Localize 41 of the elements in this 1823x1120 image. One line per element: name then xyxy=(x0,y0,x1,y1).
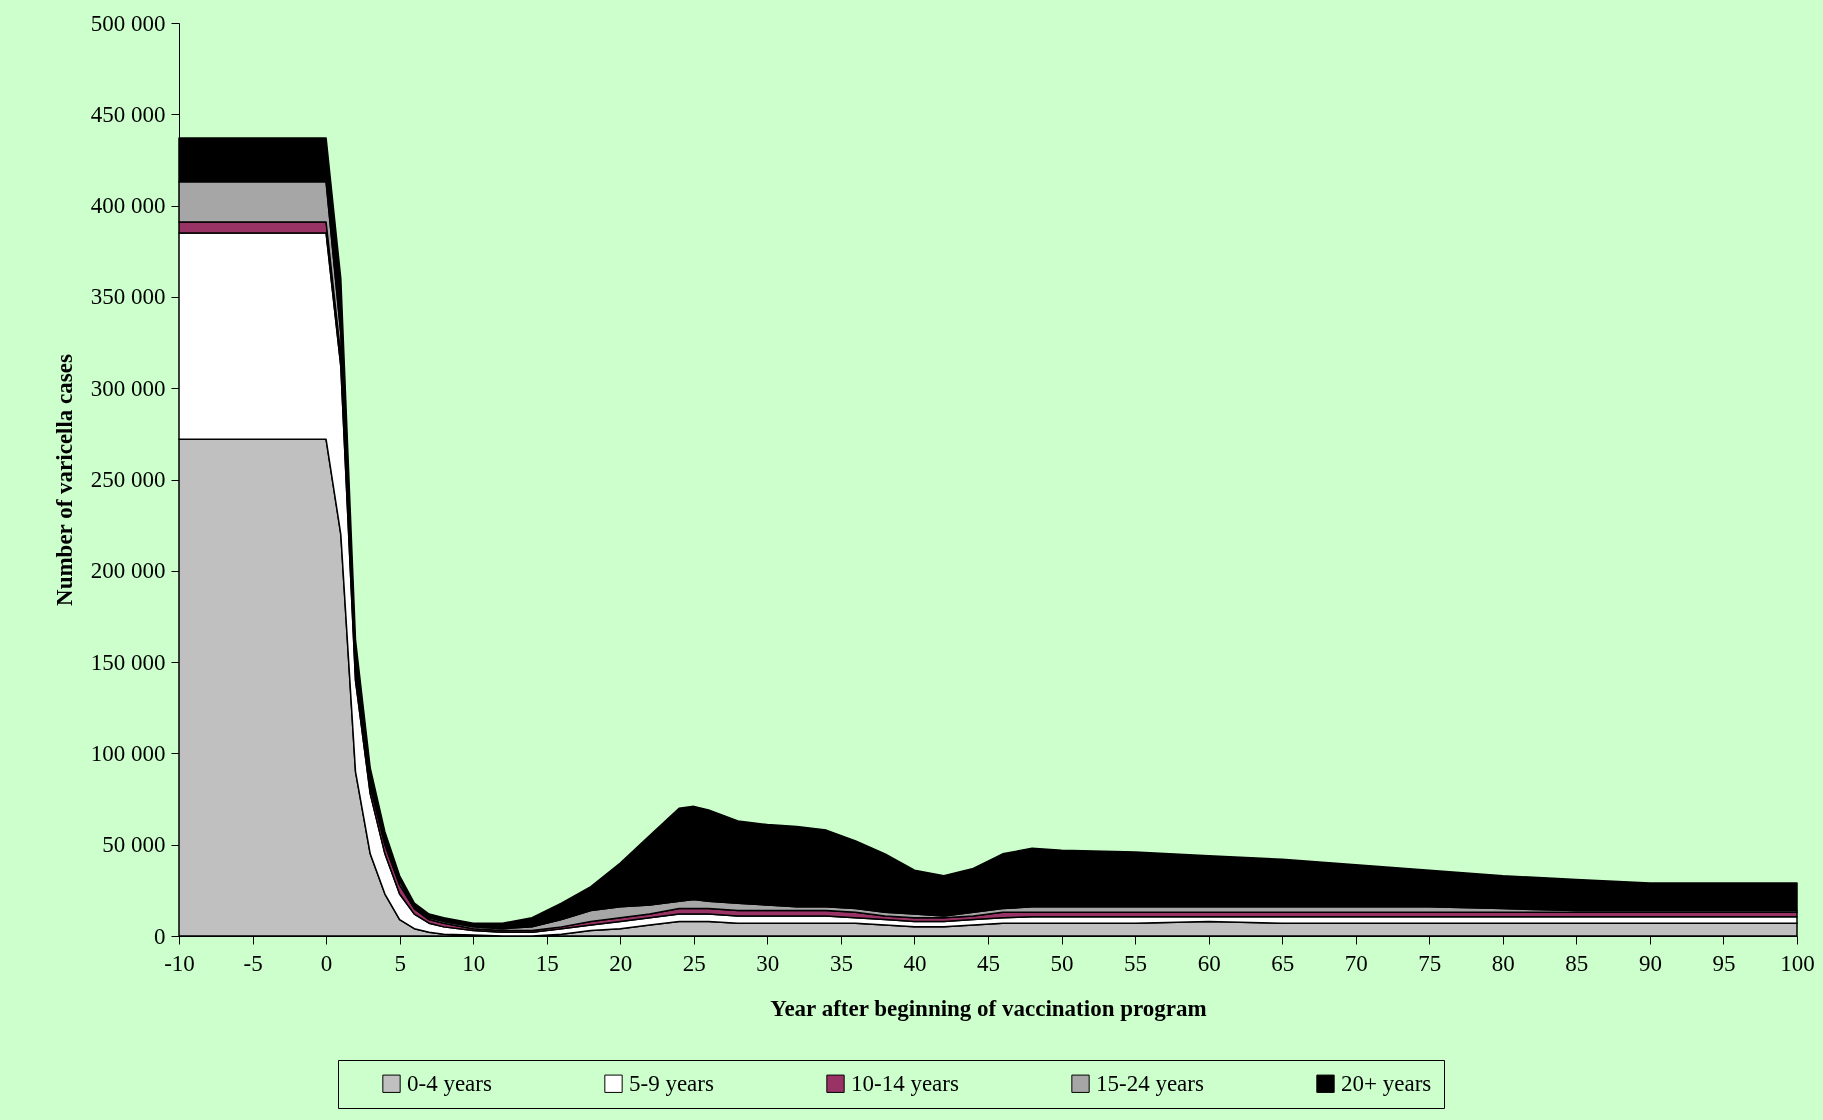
x-tick-label: -10 xyxy=(164,950,195,976)
x-tick-label: 40 xyxy=(903,950,927,976)
x-tick-label: 100 xyxy=(1780,950,1815,976)
legend-label: 15-24 years xyxy=(1096,1070,1204,1096)
legend-label: 20+ years xyxy=(1341,1070,1432,1096)
y-tick-label: 350 000 xyxy=(90,284,166,310)
y-tick-label: 400 000 xyxy=(90,193,166,219)
y-tick-label: 500 000 xyxy=(90,10,166,36)
y-tick-label: 300 000 xyxy=(90,375,166,401)
x-tick-label: 20 xyxy=(609,950,633,976)
x-tick-label: 5 xyxy=(394,950,406,976)
x-tick-label: 50 xyxy=(1050,950,1074,976)
x-tick-label: 55 xyxy=(1124,950,1148,976)
y-tick-label: 200 000 xyxy=(90,558,166,584)
x-tick-label: 75 xyxy=(1418,950,1442,976)
x-tick-label: 95 xyxy=(1712,950,1736,976)
y-tick-label: 450 000 xyxy=(90,101,166,127)
x-tick-label: 60 xyxy=(1197,950,1221,976)
y-tick-label: 100 000 xyxy=(90,740,166,766)
x-tick-label: 0 xyxy=(320,950,333,976)
x-tick-label: 10 xyxy=(462,950,486,976)
legend-label: 0-4 years xyxy=(407,1070,492,1096)
x-tick-label: 85 xyxy=(1565,950,1589,976)
x-axis-title: Year after beginning of vaccination program xyxy=(770,995,1207,1021)
x-tick-label: 90 xyxy=(1638,950,1662,976)
y-tick-label: 0 xyxy=(154,923,166,949)
y-tick-label: 250 000 xyxy=(90,467,166,492)
x-tick-label: 65 xyxy=(1271,950,1295,976)
x-tick-label: 80 xyxy=(1491,950,1515,976)
legend-label: 5-9 years xyxy=(629,1070,714,1096)
x-tick-label: 30 xyxy=(756,950,780,976)
x-tick-label: 35 xyxy=(829,950,853,976)
y-axis-title: Number of varicella cases xyxy=(51,354,77,606)
x-tick-label: 45 xyxy=(977,950,1000,976)
y-tick-label: 150 000 xyxy=(90,649,166,675)
x-tick-label: 15 xyxy=(535,950,559,976)
x-tick-label: 25 xyxy=(682,950,706,976)
legend-label: 10-14 years xyxy=(851,1070,959,1096)
x-tick-label: -5 xyxy=(243,950,263,976)
x-tick-label: 70 xyxy=(1344,950,1368,976)
y-tick-label: 50 000 xyxy=(102,832,166,858)
